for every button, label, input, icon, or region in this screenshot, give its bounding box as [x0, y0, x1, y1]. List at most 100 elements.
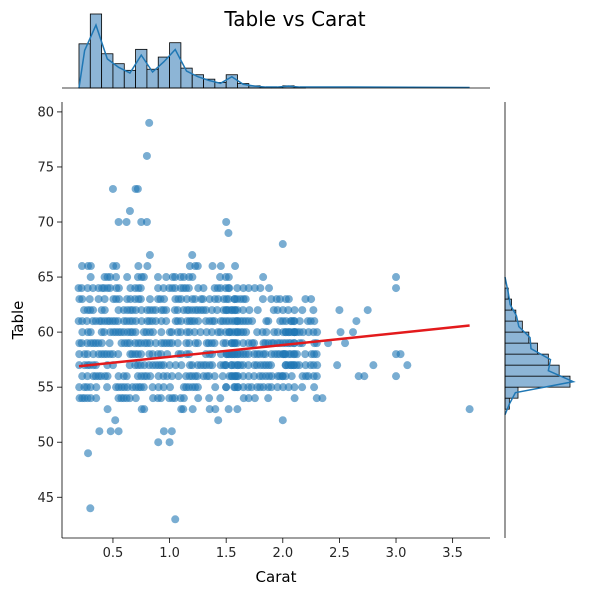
- scatter-point: [276, 295, 285, 304]
- scatter-point: [250, 339, 259, 348]
- scatter-point: [218, 372, 227, 381]
- scatter-point: [225, 284, 234, 293]
- scatter-point: [208, 262, 217, 271]
- scatter-point: [179, 405, 188, 414]
- scatter-point: [190, 328, 199, 337]
- marginal-x-histogram: [62, 13, 490, 89]
- scatter-point: [115, 295, 124, 304]
- scatter-point: [273, 328, 282, 337]
- scatter-point: [131, 306, 140, 315]
- scatter-point: [114, 350, 123, 359]
- scatter-point: [100, 306, 109, 315]
- scatter-point: [313, 361, 322, 370]
- scatter-point: [273, 383, 282, 392]
- scatter-point: [171, 284, 180, 293]
- scatter-point: [88, 284, 97, 293]
- y-tick-label: 55: [37, 381, 54, 396]
- scatter-point: [210, 372, 219, 381]
- scatter-point: [156, 350, 165, 359]
- scatter-outlier-point: [167, 427, 176, 436]
- x-axis-label: Carat: [256, 568, 297, 586]
- scatter-outlier-point: [145, 118, 154, 127]
- scatter-point: [310, 383, 319, 392]
- scatter-point: [166, 383, 175, 392]
- scatter-point: [148, 350, 157, 359]
- scatter-outlier-point: [307, 295, 316, 304]
- scatter-point: [256, 284, 265, 293]
- scatter-point: [179, 394, 188, 403]
- scatter-point: [167, 328, 176, 337]
- scatter-point: [153, 273, 162, 282]
- scatter-point: [205, 405, 214, 414]
- scatter-outlier-point: [312, 394, 321, 403]
- scatter-point: [146, 372, 155, 381]
- scatter-point: [103, 383, 112, 392]
- scatter-point: [83, 350, 92, 359]
- scatter-point: [216, 262, 225, 271]
- scatter-point: [224, 295, 233, 304]
- scatter-point: [140, 405, 149, 414]
- scatter-point: [287, 372, 296, 381]
- scatter-point: [253, 306, 262, 315]
- scatter-point: [250, 394, 259, 403]
- scatter-point: [310, 317, 319, 326]
- scatter-point: [159, 383, 168, 392]
- scatter-point: [224, 273, 233, 282]
- scatter-outlier-point: [114, 427, 123, 436]
- scatter-point: [231, 262, 240, 271]
- scatter-point: [210, 339, 219, 348]
- scatter-point: [267, 361, 276, 370]
- scatter-point: [312, 372, 321, 381]
- scatter-outlier-point: [363, 306, 372, 315]
- scatter-outlier-point: [106, 427, 115, 436]
- scatter-point: [290, 306, 299, 315]
- scatter-point: [151, 339, 160, 348]
- scatter-point: [137, 317, 146, 326]
- scatter-outlier-point: [396, 350, 405, 359]
- scatter-point: [216, 273, 225, 282]
- scatter-point: [146, 295, 155, 304]
- scatter-point: [301, 350, 310, 359]
- scatter-point: [262, 328, 271, 337]
- scatter-outlier-point: [295, 317, 304, 326]
- scatter-point: [92, 383, 101, 392]
- x-tick-label: 0.5: [103, 546, 124, 561]
- scatter-outlier-point: [111, 416, 120, 425]
- scatter-outlier-point: [84, 449, 93, 458]
- scatter-point: [159, 284, 168, 293]
- scatter-outlier-point: [188, 251, 197, 260]
- scatter-point: [131, 317, 140, 326]
- scatter-point: [244, 350, 253, 359]
- scatter-plot-area: 0.5 1.0 1.5 2.0 2.5 3.0 3.5 45 50 55 60 65 70 75 80: [37, 102, 490, 561]
- marginal-y-bar: [504, 353, 549, 366]
- scatter-point: [185, 339, 194, 348]
- scatter-point: [92, 394, 101, 403]
- scatter-point: [86, 394, 95, 403]
- scatter-point: [125, 394, 134, 403]
- scatter-point: [244, 394, 253, 403]
- scatter-point: [261, 350, 270, 359]
- scatter-point: [295, 361, 304, 370]
- scatter-outlier-point: [222, 218, 231, 227]
- scatter-point: [103, 405, 112, 414]
- scatter-point: [245, 306, 254, 315]
- y-tick-label: 45: [37, 491, 54, 506]
- scatter-point: [230, 339, 239, 348]
- scatter-outlier-point: [352, 317, 361, 326]
- scatter-point: [196, 328, 205, 337]
- scatter-point: [168, 339, 177, 348]
- scatter-point: [202, 306, 211, 315]
- scatter-point: [167, 372, 176, 381]
- x-tick-label: 1.5: [216, 546, 237, 561]
- y-tick-label: 80: [37, 105, 54, 120]
- scatter-point: [106, 273, 115, 282]
- scatter-point: [173, 306, 182, 315]
- scatter-outlier-point: [159, 427, 168, 436]
- scatter-outlier-point: [165, 438, 174, 447]
- scatter-point: [86, 383, 95, 392]
- scatter-outlier-point: [125, 207, 134, 215]
- scatter-point: [86, 262, 95, 271]
- scatter-point: [177, 317, 186, 326]
- scatter-point: [248, 317, 257, 326]
